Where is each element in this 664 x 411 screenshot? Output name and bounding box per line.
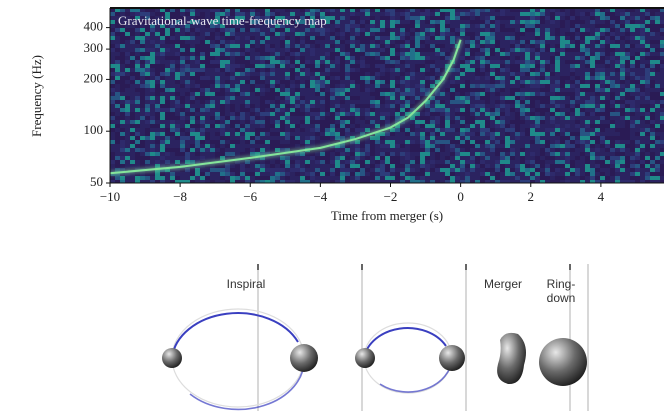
x-tick-label: −10 [100,189,120,204]
x-tick-label: 4 [598,189,605,204]
stage-label: Ring- down [536,277,586,305]
y-tick-label: 100 [84,122,104,137]
x-tick-label: −6 [243,189,257,204]
x-axis-title: Time from merger (s) [331,208,443,223]
stage-label: Merger [478,277,528,291]
x-tick-label: 0 [457,189,464,204]
y-tick-label: 300 [84,40,104,55]
x-tick-label: −2 [384,189,398,204]
x-tick-label: −4 [313,189,327,204]
chart-title: Gravitational-wave time-frequency map [118,13,327,28]
y-tick-label: 50 [90,174,103,189]
x-tick-label: 2 [528,189,535,204]
y-tick-label: 400 [84,19,104,34]
stage-ticks [258,264,570,270]
stage-label: Inspiral [215,277,277,291]
heatmap [110,8,664,184]
y-axis-title: Frequency (Hz) [29,55,44,137]
y-tick-label: 200 [84,70,104,85]
x-tick-label: −8 [173,189,187,204]
